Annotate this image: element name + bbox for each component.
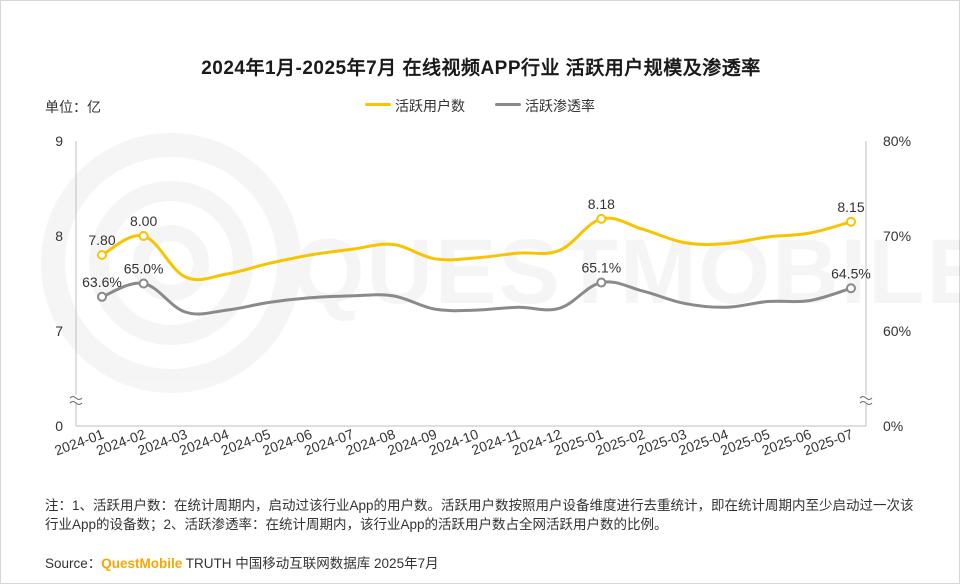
y-tick-left: 0 [55,418,63,434]
source-brand: QuestMobile [101,556,183,571]
data-point-penetration [846,283,856,294]
watermark-logo: QUESTMOBILE [41,133,960,393]
data-point-penetration [138,278,149,289]
data-label-penetration: 63.6% [82,274,122,290]
data-label-users: 8.00 [130,213,157,229]
footnote: 注：1、活跃用户数：在统计周期内，启动过该行业App的用户数。活跃用户数按照用户… [45,498,914,532]
watermark-text: QUESTMOBILE [293,221,960,323]
legend-label-penetration: 活跃渗透率 [525,98,595,114]
series-line-penetration [100,280,853,316]
data-label-users: 8.18 [588,196,615,212]
y-axis-right-break [859,395,873,405]
y-tick-left: 7 [55,323,63,339]
series-line-users [100,216,853,282]
legend-swatch-penetration [495,103,521,106]
legend-item-users: 活跃用户数 [365,96,485,114]
chart-title: 2024年1月-2025年7月 在线视频APP行业 活跃用户规模及渗透率 [201,58,761,79]
data-point-users [846,216,856,227]
y-tick-right: 80% [883,133,911,149]
data-point-penetration [596,277,607,288]
y-tick-left: 9 [55,133,63,149]
legend-swatch-users [365,103,391,106]
y-tick-right: 0% [883,418,903,434]
unit-label: 单位：亿 [45,99,101,115]
data-label-users: 8.15 [837,199,864,215]
legend-label-users: 活跃用户数 [395,98,465,114]
data-point-users [97,250,107,260]
source-suffix: TRUTH 中国移动互联网数据库 2025年7月 [182,556,439,571]
y-tick-right: 70% [883,228,911,244]
data-point-users [138,231,149,241]
source-line: Source：QuestMobile TRUTH 中国移动互联网数据库 2025… [45,552,439,572]
source-prefix: Source： [45,556,102,571]
data-label-penetration: 64.5% [831,265,871,281]
y-tick-right: 60% [883,323,911,339]
data-label-penetration: 65.0% [124,261,164,277]
data-label-penetration: 65.1% [581,260,621,276]
legend-item-penetration: 活跃渗透率 [495,96,615,114]
y-tick-left: 8 [55,228,63,244]
data-point-users [596,213,607,224]
y-axis-left-break [69,395,83,405]
data-label-users: 7.80 [88,232,115,248]
data-point-penetration [97,291,107,302]
